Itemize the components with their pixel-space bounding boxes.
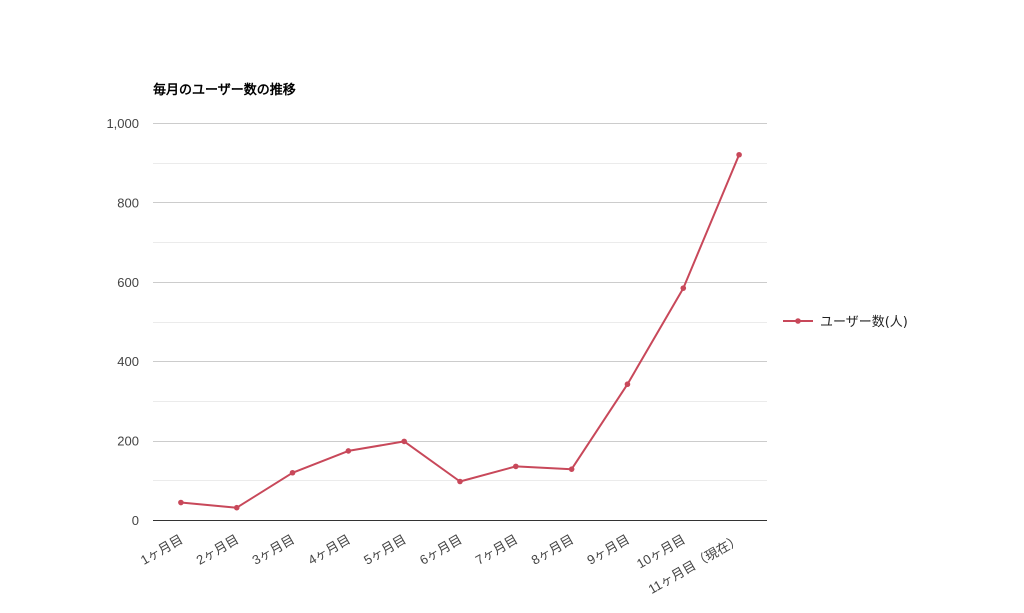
series-group bbox=[178, 151, 742, 511]
x-tick-label: 3ヶ月目 bbox=[250, 532, 298, 568]
x-tick-label: 6ヶ月目 bbox=[417, 532, 465, 568]
data-point[interactable] bbox=[178, 499, 184, 506]
chart-title: 毎月のユーザー数の推移 bbox=[153, 82, 296, 98]
legend[interactable]: ユーザー数(人) bbox=[783, 315, 908, 330]
y-tick-label: 800 bbox=[117, 195, 139, 210]
y-tick-label: 1,000 bbox=[106, 116, 139, 131]
x-tick-label: 8ヶ月目 bbox=[529, 532, 577, 568]
x-tick-label: 2ヶ月目 bbox=[194, 532, 242, 568]
data-point[interactable] bbox=[568, 466, 575, 472]
legend-series-swatch-marker bbox=[795, 318, 801, 324]
data-point[interactable] bbox=[513, 463, 519, 470]
data-point[interactable] bbox=[401, 438, 407, 445]
x-axis-tick-labels: 1ヶ月目 2ヶ月目 3ヶ月目 4ヶ月目 5ヶ月目 6ヶ月目 7ヶ月目 8ヶ月目 9ヶ月目 10ヶ月… bbox=[138, 532, 744, 597]
x-tick-label: 4ヶ月目 bbox=[305, 532, 353, 568]
data-point[interactable] bbox=[289, 469, 296, 476]
x-tick-label: 5ヶ月目 bbox=[361, 532, 409, 568]
data-point[interactable] bbox=[345, 448, 352, 454]
grid-lines bbox=[153, 123, 767, 481]
x-tick-label: 7ヶ月目 bbox=[473, 532, 521, 568]
x-tick-label: 1ヶ月目 bbox=[138, 532, 186, 568]
data-point[interactable] bbox=[736, 151, 742, 158]
x-tick-label: 9ヶ月目 bbox=[584, 532, 632, 568]
legend-series-label: ユーザー数(人) bbox=[820, 315, 908, 330]
y-tick-label: 0 bbox=[132, 513, 139, 528]
x-tick-label: 11ヶ月目（現在） bbox=[646, 532, 744, 597]
y-axis-tick-labels: 0 200 400 600 800 1,000 bbox=[106, 116, 139, 528]
y-tick-label: 400 bbox=[117, 354, 139, 369]
data-point[interactable] bbox=[624, 381, 631, 388]
series-line bbox=[180, 154, 741, 509]
y-tick-label: 600 bbox=[117, 275, 139, 290]
y-tick-label: 200 bbox=[117, 434, 139, 449]
data-point[interactable] bbox=[680, 285, 687, 291]
data-point[interactable] bbox=[457, 478, 463, 485]
data-point[interactable] bbox=[233, 504, 240, 511]
